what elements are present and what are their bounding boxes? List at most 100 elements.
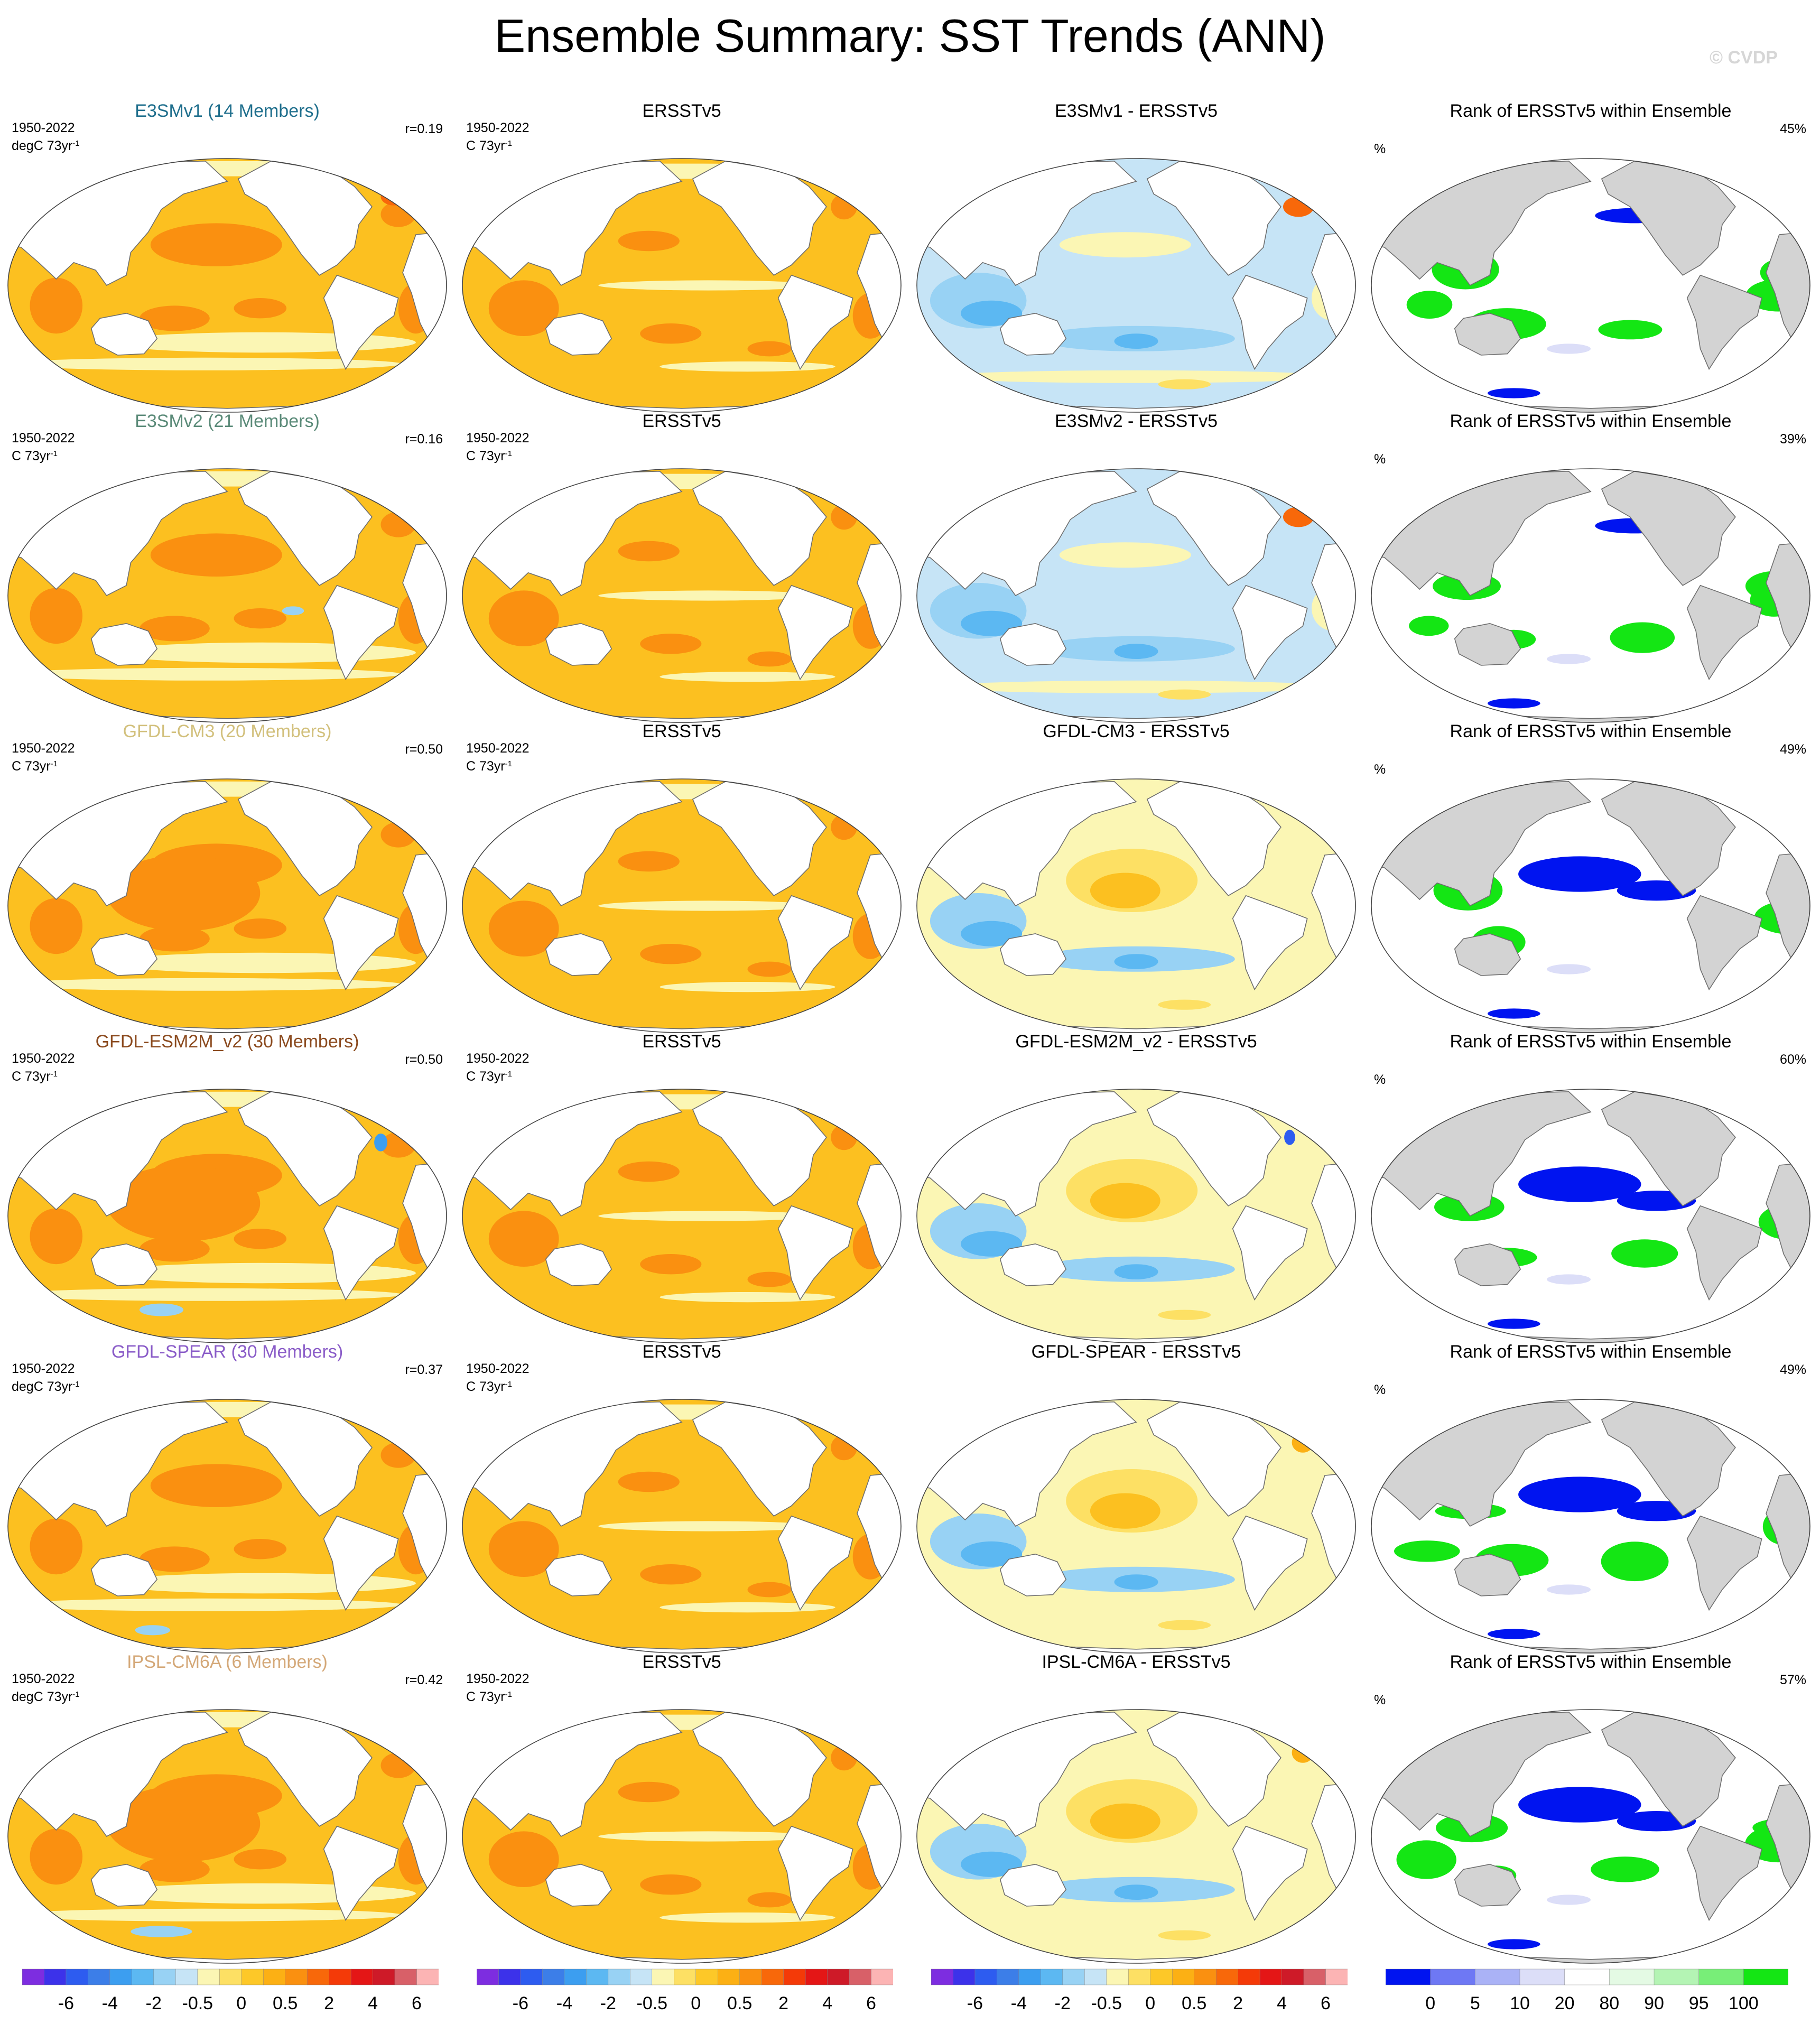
land-north-america bbox=[692, 470, 827, 586]
land-australia bbox=[545, 1863, 612, 1907]
rank-percent: 60% bbox=[1779, 1052, 1806, 1067]
land-greenland bbox=[834, 470, 871, 507]
colorbar-swatch bbox=[1194, 1969, 1217, 1985]
period-label: 1950-2022 bbox=[12, 120, 75, 135]
colorbar-swatch bbox=[1743, 1969, 1788, 1985]
rank-percent: 57% bbox=[1779, 1673, 1806, 1687]
land-south-america bbox=[1686, 274, 1762, 370]
colorbar-tick-label: 100 bbox=[1728, 1993, 1759, 2013]
units-label: C 73yr-1 bbox=[12, 759, 58, 774]
land-greenland bbox=[834, 160, 871, 197]
land-north-america bbox=[237, 470, 373, 586]
model-map bbox=[7, 1709, 447, 1964]
diff-title: IPSL-CM6A - ERSSTv5 bbox=[1042, 1652, 1231, 1672]
land-north-america bbox=[237, 1711, 373, 1827]
rank-percent: 49% bbox=[1779, 742, 1806, 757]
obs-title: ERSSTv5 bbox=[642, 1032, 721, 1052]
obs-title: ERSSTv5 bbox=[642, 1652, 721, 1672]
colorbar-swatch bbox=[132, 1969, 154, 1985]
land-greenland bbox=[834, 1711, 871, 1748]
period-label: 1950-2022 bbox=[466, 120, 530, 135]
land-north-america bbox=[692, 781, 827, 896]
model-map bbox=[7, 158, 447, 413]
colorbar-swatch bbox=[241, 1969, 264, 1985]
land-greenland bbox=[1743, 160, 1780, 197]
obs-map bbox=[462, 1089, 902, 1343]
colorbar-swatch bbox=[827, 1969, 850, 1985]
colorbar-swatch bbox=[953, 1969, 976, 1985]
obs-map bbox=[462, 778, 902, 1033]
land-greenland bbox=[1743, 470, 1780, 507]
land-north-america bbox=[1601, 160, 1736, 276]
colorbar-tick-label: 20 bbox=[1554, 1993, 1575, 2013]
land-south-america bbox=[777, 274, 853, 370]
rank-title: Rank of ERSSTv5 within Ensemble bbox=[1450, 1342, 1732, 1362]
model-panel-row4: GFDL-ESM2M_v2 (30 Members) 1950-2022 C 73y… bbox=[0, 1031, 454, 1343]
model-title: IPSL-CM6A (6 Members) bbox=[127, 1652, 328, 1672]
period-label: 1950-2022 bbox=[12, 431, 75, 445]
land-north-america bbox=[1601, 470, 1736, 586]
land-south-america bbox=[777, 1515, 853, 1611]
land-australia bbox=[90, 933, 158, 976]
obs-map bbox=[462, 1709, 902, 1964]
colorbar-swatch bbox=[761, 1969, 784, 1985]
colorbar-tick-label: 0.5 bbox=[1182, 1993, 1207, 2013]
land-south-america bbox=[1686, 1825, 1762, 1921]
diff-map bbox=[916, 1709, 1356, 1964]
diff-panel-row4: GFDL-ESM2M_v2 - ERSSTv5 bbox=[909, 1031, 1363, 1343]
land-south-america bbox=[1232, 1205, 1308, 1301]
diff-panel-row1: E3SMv1 - ERSSTv5 bbox=[909, 100, 1363, 413]
colorbar-swatch bbox=[1128, 1969, 1151, 1985]
obs-title: ERSSTv5 bbox=[642, 101, 721, 121]
land-south-america bbox=[777, 584, 853, 681]
colorbar-swatch bbox=[88, 1969, 110, 1985]
land-south-america bbox=[1232, 895, 1308, 991]
colorbar-tick-label: -0.5 bbox=[1091, 1993, 1122, 2013]
land-australia bbox=[545, 1243, 612, 1286]
units-label: C 73yr-1 bbox=[466, 1689, 512, 1704]
diff-map bbox=[916, 778, 1356, 1033]
rank-percent: 45% bbox=[1779, 122, 1806, 136]
diff-map bbox=[916, 158, 1356, 413]
land-greenland bbox=[380, 160, 416, 197]
land-south-america bbox=[1686, 895, 1762, 991]
land-australia bbox=[90, 1863, 158, 1907]
diff-map bbox=[916, 468, 1356, 723]
land-south-america bbox=[1232, 274, 1308, 370]
land-australia bbox=[999, 1553, 1067, 1596]
model-title: E3SMv1 (14 Members) bbox=[135, 101, 320, 121]
colorbar-tick-label: -6 bbox=[512, 1993, 529, 2013]
colorbar-swatch bbox=[44, 1969, 67, 1985]
rank-map bbox=[1371, 468, 1810, 723]
land-greenland bbox=[1743, 1711, 1780, 1748]
colorbar-swatch bbox=[739, 1969, 762, 1985]
land-greenland bbox=[380, 1711, 416, 1748]
model-title: GFDL-ESM2M_v2 (30 Members) bbox=[95, 1032, 359, 1052]
cvdp-credit: © CVDP bbox=[1710, 48, 1778, 68]
units-label: C 73yr-1 bbox=[12, 1069, 58, 1084]
colorbar-swatch bbox=[175, 1969, 198, 1985]
colorbar-swatch bbox=[1041, 1969, 1063, 1985]
period-label: 1950-2022 bbox=[466, 431, 530, 445]
period-label: 1950-2022 bbox=[466, 1672, 530, 1686]
land-greenland bbox=[1743, 1091, 1780, 1128]
colorbar-swatch bbox=[498, 1969, 521, 1985]
colorbar-swatch bbox=[1609, 1969, 1655, 1985]
obs-title: ERSSTv5 bbox=[642, 721, 721, 741]
colorbar-swatch bbox=[783, 1969, 806, 1985]
colorbar-tick-label: -6 bbox=[58, 1993, 75, 2013]
land-greenland bbox=[834, 1401, 871, 1438]
land-south-america bbox=[323, 895, 399, 991]
land-greenland bbox=[1289, 470, 1325, 507]
land-north-america bbox=[237, 160, 373, 276]
units-label: C 73yr-1 bbox=[466, 138, 512, 153]
units-label: degC 73yr-1 bbox=[12, 138, 80, 153]
colorbar-swatch bbox=[307, 1969, 330, 1985]
diff-title: E3SMv1 - ERSSTv5 bbox=[1055, 101, 1218, 121]
colorbar-swatch bbox=[219, 1969, 242, 1985]
percent-unit: % bbox=[1374, 142, 1386, 156]
rank-panel-row5: Rank of ERSSTv5 within Ensemble% 49% bbox=[1363, 1341, 1818, 1654]
colorbar-swatch bbox=[1698, 1969, 1744, 1985]
land-north-america bbox=[692, 1401, 827, 1517]
land-australia bbox=[1454, 933, 1521, 976]
